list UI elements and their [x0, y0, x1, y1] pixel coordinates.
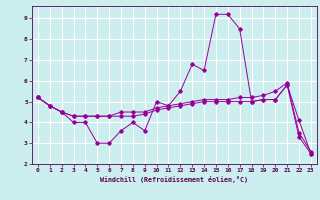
X-axis label: Windchill (Refroidissement éolien,°C): Windchill (Refroidissement éolien,°C): [100, 176, 248, 183]
